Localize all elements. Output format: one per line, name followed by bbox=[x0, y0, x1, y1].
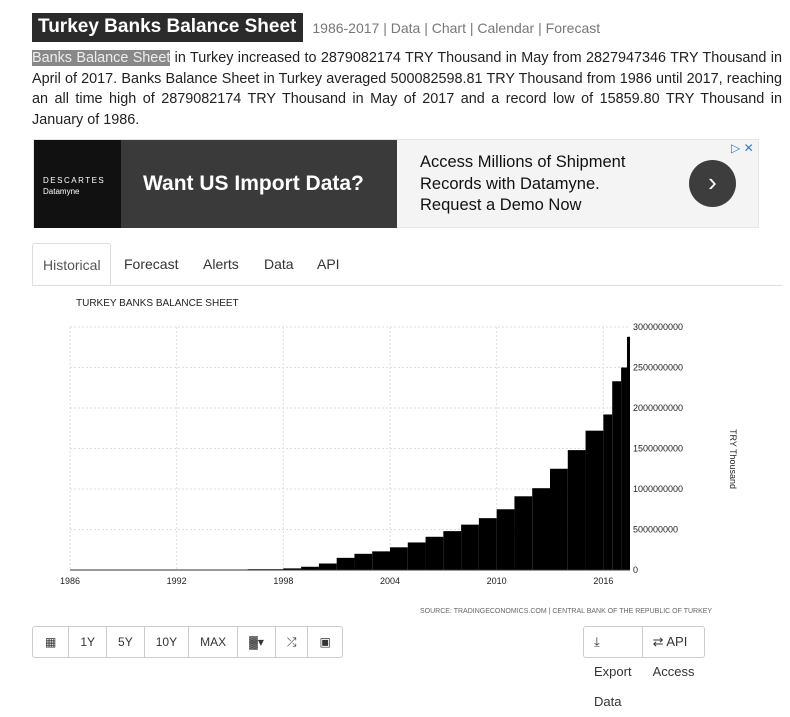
y-axis-label: TRY Thousand bbox=[728, 429, 738, 489]
page-title: Turkey Banks Balance Sheet bbox=[32, 13, 304, 42]
y-tick-label: 1000000000 bbox=[633, 484, 683, 494]
y-tick-label: 0 bbox=[633, 565, 638, 575]
range-max-button[interactable]: MAX bbox=[189, 627, 239, 657]
exchange-icon: ⇄ bbox=[652, 634, 664, 649]
tab-api[interactable]: API bbox=[317, 256, 340, 272]
bar[interactable] bbox=[612, 381, 622, 570]
bar[interactable] bbox=[318, 563, 337, 570]
chart-title: TURKEY BANKS BALANCE SHEET bbox=[76, 298, 239, 309]
page-header: Turkey Banks Balance Sheet 1986-2017 | D… bbox=[32, 13, 600, 42]
range-10y-button[interactable]: 10Y bbox=[145, 627, 190, 657]
bar[interactable] bbox=[532, 488, 550, 570]
bar[interactable] bbox=[603, 414, 613, 570]
nav-forecast-link[interactable]: Forecast bbox=[545, 19, 601, 36]
description: Banks Balance Sheet in Turkey increased … bbox=[32, 48, 782, 130]
y-tick-label: 1500000000 bbox=[633, 444, 683, 454]
ad-logo-line2: Datamyne bbox=[43, 187, 80, 196]
tab-alerts[interactable]: Alerts bbox=[203, 256, 239, 272]
bar[interactable] bbox=[621, 367, 627, 571]
bar-chart: 0 500000000 1000000000 1500000000 2000000000… bbox=[60, 298, 738, 615]
y-tick-label: 3000000000 bbox=[633, 322, 683, 332]
x-tick-label: 2010 bbox=[487, 576, 507, 586]
tab-data[interactable]: Data bbox=[264, 256, 294, 272]
ad-headline: Want US Import Data? bbox=[121, 140, 397, 228]
export-data-button[interactable]: ⤓ Export Data bbox=[584, 627, 643, 709]
range-button-group: ▦ 1Y 5Y 10Y MAX ▓▾ ⤮ ▣ bbox=[32, 626, 343, 658]
bar[interactable] bbox=[478, 518, 497, 570]
x-tick-label: 1992 bbox=[167, 576, 187, 586]
nav-calendar-link[interactable]: Calendar bbox=[477, 19, 535, 36]
y-tick-label: 2000000000 bbox=[633, 403, 683, 413]
bar[interactable] bbox=[550, 468, 568, 570]
bar[interactable] bbox=[372, 551, 390, 570]
bar[interactable] bbox=[336, 557, 355, 570]
bar[interactable] bbox=[514, 496, 533, 570]
bar[interactable] bbox=[301, 566, 319, 570]
chart-source: SOURCE: TRADINGECONOMICS.COM | CENTRAL B… bbox=[420, 608, 712, 615]
ad-line-1: Access Millions of Shipment bbox=[420, 153, 626, 171]
top-nav: 1986-2017 | Data | Chart | Calendar | Fo… bbox=[312, 19, 601, 36]
bar[interactable] bbox=[461, 524, 479, 570]
ad-banner[interactable]: DESCARTES Datamyne Want US Import Data? … bbox=[33, 139, 759, 228]
y-tick-label: 2500000000 bbox=[633, 363, 683, 373]
bar[interactable] bbox=[390, 547, 408, 570]
bar[interactable] bbox=[407, 542, 426, 570]
description-text: in Turkey increased to 2879082174 TRY Th… bbox=[32, 50, 782, 128]
ad-line-2: Records with Datamyne. bbox=[420, 174, 600, 193]
bar[interactable] bbox=[626, 336, 630, 570]
bar[interactable] bbox=[425, 536, 444, 570]
nav-data-link[interactable]: Data bbox=[390, 19, 421, 36]
bar[interactable] bbox=[283, 568, 302, 570]
ad-text: Access Millions of Shipment Records with… bbox=[420, 152, 625, 217]
range-5y-button[interactable]: 5Y bbox=[107, 627, 145, 657]
range-1y-button[interactable]: 1Y bbox=[69, 627, 108, 657]
ad-close-icon[interactable]: ▷ ✕ bbox=[731, 141, 754, 155]
ad-chevron-right-icon[interactable]: › bbox=[689, 160, 736, 207]
ad-logo: DESCARTES Datamyne bbox=[34, 140, 121, 228]
download-icon: ⤓ bbox=[594, 634, 600, 649]
description-highlight: Banks Balance Sheet bbox=[32, 50, 171, 66]
x-tick-label: 2016 bbox=[593, 576, 613, 586]
x-tick-label: 2004 bbox=[380, 576, 400, 586]
bar[interactable] bbox=[567, 450, 586, 570]
chart-area: 0 500000000 1000000000 1500000000 2000000000… bbox=[32, 286, 782, 625]
x-tick-label: 1998 bbox=[273, 576, 293, 586]
chart-tabs: Historical Forecast Alerts Data API bbox=[32, 243, 782, 286]
bar[interactable] bbox=[585, 430, 604, 570]
export-button-group: ⤓ Export Data ⇄ API Access bbox=[583, 626, 706, 709]
tab-historical[interactable]: Historical bbox=[32, 243, 111, 285]
calendar-icon[interactable]: ▦ bbox=[33, 627, 70, 657]
bar[interactable] bbox=[443, 531, 462, 570]
export-data-label: Export Data bbox=[594, 664, 632, 709]
nav-chart-link[interactable]: Chart bbox=[431, 19, 466, 36]
shuffle-icon[interactable]: ⤮ bbox=[276, 627, 309, 657]
image-icon[interactable]: ▣ bbox=[319, 635, 331, 649]
bar[interactable] bbox=[354, 553, 373, 570]
bar[interactable] bbox=[496, 509, 515, 570]
ad-line-3: Request a Demo Now bbox=[420, 196, 582, 214]
api-access-button[interactable]: ⇄ API Access bbox=[643, 627, 705, 679]
tab-forecast[interactable]: Forecast bbox=[124, 256, 179, 272]
api-access-label: API Access bbox=[652, 634, 695, 679]
ad-logo-line1: DESCARTES bbox=[43, 176, 106, 185]
y-tick-label: 500000000 bbox=[633, 525, 678, 535]
chart-type-icon[interactable]: ▓▾ bbox=[238, 627, 276, 657]
nav-range: 1986-2017 bbox=[312, 19, 380, 36]
x-tick-label: 1986 bbox=[60, 576, 80, 586]
